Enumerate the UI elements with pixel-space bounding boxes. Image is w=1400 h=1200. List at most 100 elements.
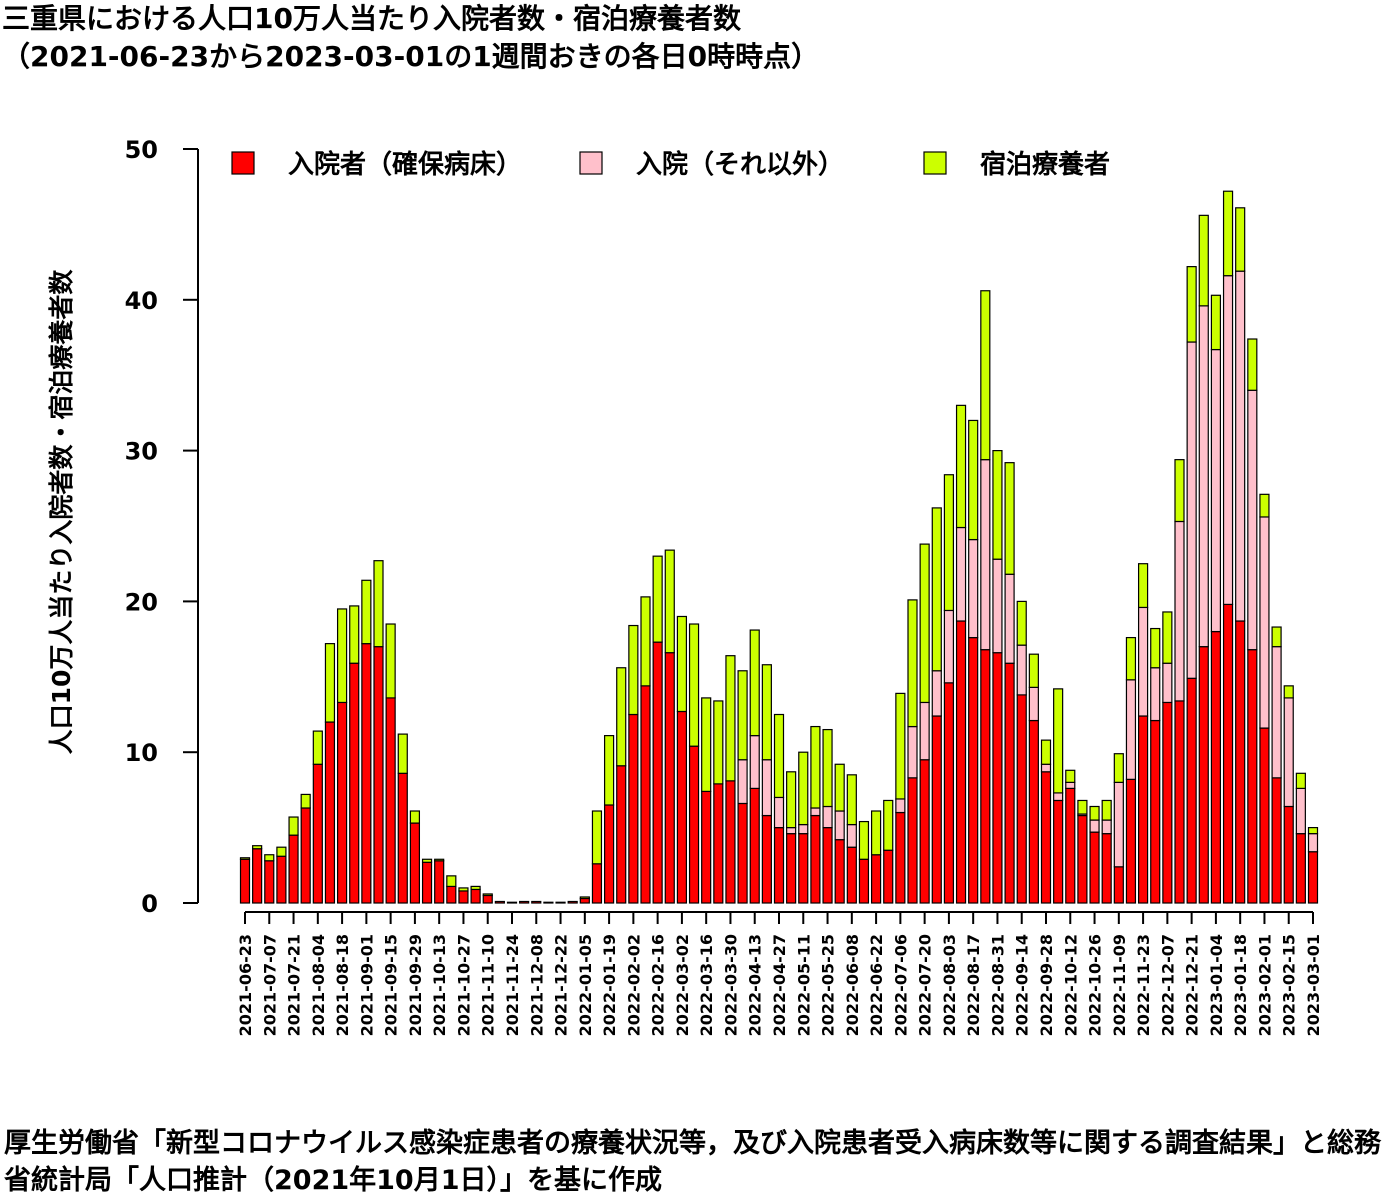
bar-segment-s1	[1210, 348, 1222, 633]
bar-segment-s2	[1247, 338, 1258, 391]
bar-segment-s0	[1053, 799, 1064, 904]
bar-segment-s2	[458, 887, 469, 892]
bar-segment-s2	[1186, 266, 1197, 343]
bar-segment-s2	[1089, 805, 1100, 821]
bar-segment-s1	[1186, 341, 1197, 679]
bar-segment-s0	[579, 897, 590, 904]
bar-segment-s0	[1016, 694, 1027, 904]
bar-segment-s0	[1295, 833, 1306, 904]
bar-segment-s0	[276, 855, 287, 904]
x-tick-label: 2021-08-18	[333, 934, 352, 1036]
bar-segment-s0	[992, 652, 1003, 904]
legend-label: 入院（それ以外）	[636, 149, 844, 180]
x-tick-label: 2022-01-19	[600, 934, 619, 1036]
bar-segment-s0	[1004, 662, 1015, 904]
bar-segment-s0	[324, 721, 336, 904]
legend-label: 入院者（確保病床）	[288, 149, 522, 180]
bar-segment-s2	[288, 816, 299, 836]
bar-segment-s0	[943, 682, 955, 904]
bar-segment-s0	[567, 900, 578, 904]
bar-segment-s2	[446, 875, 457, 888]
bar-segment-s2	[312, 730, 323, 765]
bar-segment-s2	[1016, 600, 1027, 646]
bar-segment-s0	[1028, 719, 1039, 904]
bar-segment-s0	[1307, 851, 1319, 904]
y-axis-label: 人口10万人当たり入院者数・宿泊療養者数	[47, 269, 76, 755]
bar-segment-s2	[1137, 563, 1149, 609]
bar-segment-s0	[409, 822, 421, 904]
bar-segment-s2	[664, 549, 675, 654]
y-tick-label: 10	[125, 739, 158, 767]
bar-segment-s2	[1040, 739, 1052, 765]
x-tick-label: 2022-09-28	[1037, 934, 1056, 1036]
x-tick-label: 2022-03-16	[697, 934, 716, 1036]
x-tick-label: 2023-02-15	[1280, 934, 1299, 1036]
bar-segment-s1	[1174, 520, 1185, 702]
bar-segment-s0	[421, 861, 433, 904]
bar-segment-s1	[980, 459, 991, 651]
chart-title: 三重県における人口10万人当たり入院者数・宿泊療養者数 （2021-06-23か…	[2, 0, 819, 76]
bar-segment-s1	[1065, 781, 1076, 789]
bar-segment-s1	[919, 701, 930, 761]
bar-segment-s2	[579, 896, 590, 900]
bar-segment-s2	[276, 846, 287, 857]
x-tick-label: 2022-02-02	[624, 934, 643, 1036]
bar-segment-s1	[1198, 305, 1209, 648]
bar-segment-s2	[1235, 207, 1246, 272]
bar-segment-s0	[361, 643, 372, 904]
bar-segment-s0	[1089, 831, 1100, 904]
x-tick-label: 2022-03-02	[673, 934, 692, 1036]
bar-segment-s2	[943, 474, 955, 612]
x-tick-label: 2021-10-13	[430, 934, 449, 1036]
bar-segment-s2	[397, 733, 408, 774]
bar-segment-s1	[1040, 763, 1052, 773]
bar-segment-s0	[664, 652, 675, 904]
x-tick-label: 2021-09-15	[382, 934, 401, 1036]
bar-segment-s0	[1186, 677, 1197, 904]
x-tick-label: 2021-09-29	[406, 934, 425, 1036]
bar-segment-s2	[968, 419, 979, 541]
bar-segment-s1	[1016, 644, 1027, 696]
bar-segment-s1	[1235, 270, 1246, 622]
bar-segment-s2	[264, 854, 275, 862]
bar-segment-s0	[810, 814, 821, 904]
bar-segment-s0	[652, 641, 663, 904]
bar-segment-s2	[1283, 685, 1294, 699]
bar-segment-s2	[810, 725, 821, 809]
x-tick-label: 2023-01-18	[1231, 934, 1250, 1036]
x-axis: 2021-06-23 2021-07-07 2021-07-21 2021-08-04…	[236, 911, 1323, 1036]
bar-segment-s0	[1247, 649, 1258, 904]
bar-segment-s1	[955, 526, 967, 622]
bar-segment-s2	[1162, 611, 1173, 664]
bar-segment-s1	[773, 796, 785, 829]
bar-segment-s2	[737, 670, 748, 761]
bar-segment-s0	[883, 849, 894, 904]
bar-segment-s0	[1150, 719, 1161, 904]
bar-segment-s1	[1089, 819, 1100, 833]
x-tick-label: 2021-11-10	[479, 934, 498, 1036]
bar-segment-s0	[688, 745, 700, 904]
x-tick-label: 2021-06-23	[236, 934, 255, 1036]
bar-segment-s0	[555, 901, 566, 904]
bar-segment-s2	[470, 885, 481, 891]
bar-segment-s2	[688, 623, 700, 747]
bar-segment-s0	[834, 839, 845, 904]
legend-swatch	[231, 151, 255, 175]
bar-segment-s1	[1137, 606, 1149, 717]
bar-segment-s0	[822, 826, 833, 904]
bar-segment-s0	[1210, 630, 1222, 904]
bar-segment-s2	[713, 700, 724, 785]
bar-segment-s1	[1283, 697, 1294, 808]
x-tick-label: 2022-11-23	[1134, 934, 1153, 1036]
bar-segment-s2	[385, 623, 396, 699]
bar-segment-s0	[980, 649, 991, 904]
bar-segment-s0	[494, 900, 505, 904]
bar-segment-s1	[1162, 662, 1173, 704]
bar-segment-s0	[931, 715, 942, 904]
title-line-2: （2021-06-23から2023-03-01の1週間おきの各日0時時点）	[2, 40, 820, 73]
legend: 入院者（確保病床） 入院（それ以外） 宿泊療養者	[231, 149, 1110, 180]
bar-segment-s2	[591, 810, 603, 865]
bar-segment-s1	[1247, 389, 1258, 651]
x-tick-label: 2022-04-13	[746, 934, 765, 1036]
legend-swatch	[923, 151, 947, 175]
